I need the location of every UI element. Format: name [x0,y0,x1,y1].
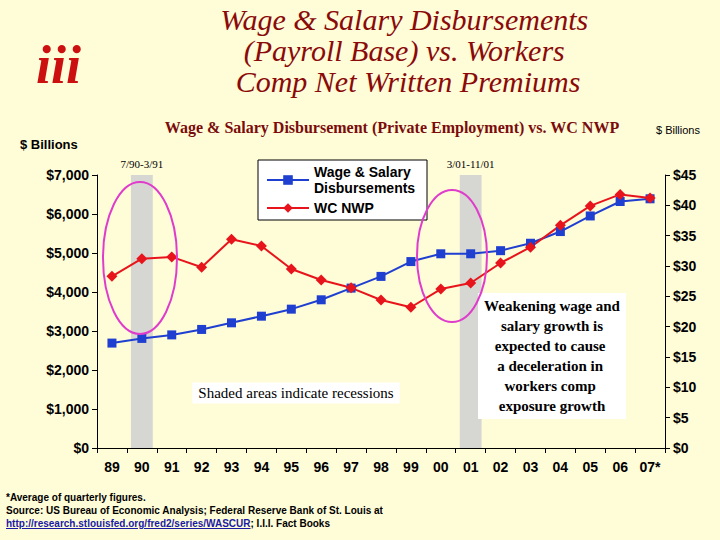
html-text:http://research.stlouisfed.org: http://research.stlouisfed.org/fred2/ser… [6,518,330,529]
svg-text:Disbursements: Disbursements [314,180,415,196]
svg-text:$10: $10 [673,379,697,395]
svg-text:Shaded areas indicate recessio: Shaded areas indicate recessions [198,385,393,401]
svg-text:91: 91 [164,459,180,475]
svg-text:$30: $30 [673,258,697,274]
svg-text:00: 00 [433,459,449,475]
svg-text:$25: $25 [673,288,697,304]
svg-text:95: 95 [284,459,300,475]
svg-text:94: 94 [254,459,270,475]
svg-text:96: 96 [313,459,329,475]
svg-text:06: 06 [612,459,628,475]
html-text:*Average of quarterly figures.: *Average of quarterly figures. [6,492,146,503]
svg-text:92: 92 [194,459,210,475]
svg-text:$20: $20 [673,319,697,335]
svg-text:02: 02 [493,459,509,475]
svg-text:salary growth is: salary growth is [497,318,607,334]
svg-text:$0: $0 [73,440,89,456]
svg-text:89: 89 [104,459,120,475]
svg-text:93: 93 [224,459,240,475]
svg-text:$2,000: $2,000 [46,362,89,378]
svg-text:(Payroll Base) vs. Workers: (Payroll Base) vs. Workers [244,34,573,68]
svg-text:iii: iii [36,35,81,95]
svg-text:90: 90 [134,459,150,475]
svg-text:Weakening wage and: Weakening wage and [484,298,621,314]
svg-text:Comp Net Written Premiums: Comp Net Written Premiums [236,65,581,98]
html-text:Source: US Bureau of Economic: Source: US Bureau of Economic Analysis; … [6,505,383,516]
svg-text:exposure growth: exposure growth [499,398,606,414]
svg-text:01: 01 [463,459,479,475]
svg-text:$15: $15 [673,349,697,365]
svg-text:expected to cause: expected to cause [495,338,610,354]
svg-text:$6,000: $6,000 [46,206,89,222]
svg-text:Wage & Salary: Wage & Salary [314,164,415,180]
svg-text:$5,000: $5,000 [46,245,89,261]
svg-text:99: 99 [403,459,419,475]
svg-text:$0: $0 [673,440,689,456]
svg-text:$40: $40 [673,197,697,213]
svg-text:a deceleration in: a deceleration in [497,358,607,374]
svg-text:3/01-11/01: 3/01-11/01 [447,158,495,170]
svg-text:7/90-3/91: 7/90-3/91 [120,158,163,170]
svg-text:$45: $45 [673,167,697,183]
svg-text:Wage & Salary Disbursements: Wage & Salary Disbursements [220,3,596,36]
svg-text:WC NWP: WC NWP [314,200,374,216]
svg-text:$ Billions: $ Billions [656,124,701,136]
svg-text:$35: $35 [673,228,697,244]
svg-text:$5: $5 [673,410,689,426]
svg-text:$1,000: $1,000 [46,401,89,417]
svg-text:07*: 07* [640,459,662,475]
svg-text:97: 97 [343,459,359,475]
svg-text:$4,000: $4,000 [46,284,89,300]
svg-text:workers comp: workers comp [505,378,600,394]
svg-text:98: 98 [373,459,389,475]
svg-text:$ Billions: $ Billions [20,137,78,152]
svg-text:05: 05 [582,459,598,475]
svg-text:04: 04 [553,459,569,475]
svg-text:Wage & Salary Disbursement (Pr: Wage & Salary Disbursement (Private Empl… [165,119,620,137]
svg-text:$7,000: $7,000 [46,167,89,183]
svg-text:03: 03 [523,459,539,475]
svg-text:$3,000: $3,000 [46,323,89,339]
